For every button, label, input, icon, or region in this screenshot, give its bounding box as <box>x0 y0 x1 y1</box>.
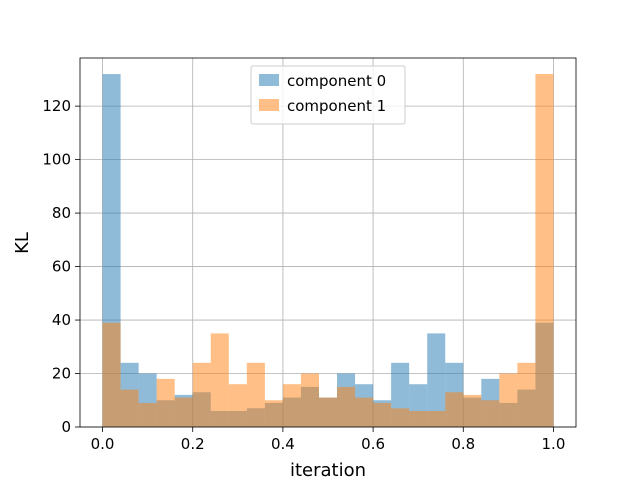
histogram-bar-series-1 <box>192 362 211 427</box>
y-tick-label: 100 <box>42 151 71 169</box>
histogram-bar-series-1 <box>391 408 410 427</box>
x-axis-label: iteration <box>290 460 366 480</box>
legend-label: component 1 <box>287 97 386 115</box>
histogram-bar-series-1 <box>246 362 265 427</box>
x-tick-label: 0.2 <box>181 435 205 453</box>
histogram-bar-series-1 <box>156 378 175 427</box>
histogram-bar-series-1 <box>318 397 338 427</box>
legend-swatch <box>259 74 279 86</box>
y-tick-label: 20 <box>52 365 71 383</box>
histogram-bar-series-1 <box>300 373 319 427</box>
histogram-bar-series-1 <box>481 400 500 427</box>
y-tick-label: 60 <box>52 258 71 276</box>
histogram-bar-series-1 <box>120 389 139 427</box>
histogram-bar-series-1 <box>282 384 301 427</box>
histogram-bar-series-1 <box>138 402 157 427</box>
x-tick-label: 0.4 <box>271 435 295 453</box>
y-tick-label: 40 <box>52 311 71 329</box>
histogram-bar-series-1 <box>210 333 229 427</box>
histogram-bar-series-1 <box>228 384 247 427</box>
histogram-bar-series-1 <box>517 362 536 427</box>
y-tick-label: 80 <box>52 204 71 222</box>
legend-swatch <box>259 99 279 111</box>
histogram-bar-series-1 <box>499 373 518 427</box>
legend-label: component 0 <box>287 72 386 90</box>
y-tick-label: 120 <box>42 97 71 115</box>
histogram-bar-series-1 <box>445 392 464 427</box>
plot-frame <box>79 57 577 428</box>
x-tick-label: 0.6 <box>361 435 385 453</box>
histogram-bar-series-1 <box>535 74 554 427</box>
legend: component 0 component 1 <box>250 65 406 125</box>
histogram-bar-series-1 <box>409 410 428 427</box>
y-axis-label: KL <box>12 232 33 254</box>
histogram-bar-series-0 <box>427 333 446 427</box>
histogram-bar-series-1 <box>102 322 121 427</box>
histogram-bar-series-1 <box>174 397 193 427</box>
histogram-bar-series-1 <box>355 397 374 427</box>
x-tick-label: 0.0 <box>91 435 115 453</box>
histogram-bar-series-1 <box>463 394 482 427</box>
histogram-bar-series-1 <box>427 410 446 427</box>
x-tick-label: 0.8 <box>451 435 475 453</box>
histogram-bars <box>102 74 554 427</box>
histogram-bar-series-1 <box>373 402 392 427</box>
legend-box <box>250 65 406 125</box>
histogram-bar-series-1 <box>264 400 283 427</box>
histogram-bar-series-1 <box>337 386 356 427</box>
x-tick-label: 1.0 <box>542 435 566 453</box>
y-tick-label: 0 <box>61 418 71 436</box>
axis-ticks: 0.0 0.2 0.4 0.6 0.8 1.0 0 20 40 60 80 100 120 <box>42 97 565 453</box>
